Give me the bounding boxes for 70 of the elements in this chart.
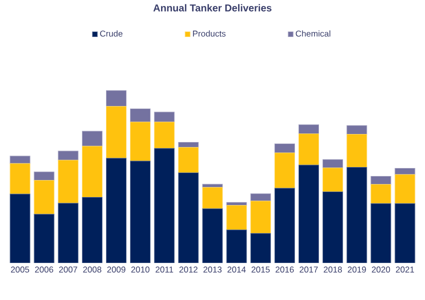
bar: [130, 160, 151, 263]
x-tick-label: 2016: [276, 266, 294, 273]
bar: [82, 146, 102, 198]
bar: [34, 180, 54, 214]
bar: [154, 112, 175, 122]
bar: [322, 191, 344, 263]
bar: [178, 172, 199, 263]
bar: [202, 187, 223, 209]
x-tick-label: 2011: [156, 266, 174, 273]
x-tick-label: 2013: [203, 266, 222, 273]
bar: [58, 202, 78, 263]
bar: [298, 124, 319, 134]
bar: [10, 163, 30, 194]
bar: [82, 130, 102, 146]
bar: [322, 159, 344, 168]
bar: [346, 166, 368, 263]
bar: [10, 156, 30, 164]
bar: [106, 90, 127, 107]
x-tick-label: 2021: [396, 266, 414, 273]
legend-label: Products: [193, 30, 226, 37]
legend-label: Chemical: [296, 30, 330, 37]
x-tick-label: 2008: [83, 266, 102, 273]
bar: [34, 172, 54, 181]
bar: [250, 200, 271, 234]
bar: [130, 108, 151, 122]
bar: [226, 202, 247, 206]
bar: [346, 134, 368, 168]
chart-title: Annual Tanker Deliveries: [153, 4, 272, 12]
bar: [178, 147, 199, 174]
bar: [82, 197, 102, 263]
bar: [154, 122, 175, 149]
bar: [130, 122, 151, 162]
bar: [250, 233, 271, 263]
x-tick-label: 2007: [59, 266, 78, 273]
x-tick-label: 2017: [300, 266, 318, 273]
bar: [370, 184, 392, 204]
bar: [58, 160, 78, 204]
bar: [274, 144, 295, 154]
x-tick-label: 2005: [11, 266, 30, 273]
legend-label: Crude: [100, 30, 122, 37]
bar: [298, 134, 319, 166]
x-tick-label: 2014: [228, 266, 246, 273]
bar: [322, 168, 344, 192]
bar: [394, 168, 416, 175]
bar: [202, 208, 223, 263]
x-tick-label: 2020: [372, 266, 390, 273]
bar: [394, 174, 416, 204]
bar: [298, 164, 319, 263]
bar: [346, 125, 368, 135]
bar: [370, 176, 392, 185]
bar: [58, 150, 78, 160]
bar: [154, 148, 175, 263]
x-tick-label: 2018: [324, 266, 342, 273]
bar: [226, 205, 247, 230]
bar: [394, 203, 416, 263]
bar: [274, 152, 295, 188]
x-tick-label: 2019: [348, 266, 366, 273]
bar: [370, 203, 392, 263]
x-tick-label: 2006: [35, 266, 54, 273]
x-tick-label: 2015: [252, 266, 270, 273]
x-tick-label: 2012: [179, 266, 198, 273]
bar: [226, 230, 247, 263]
bar: [274, 188, 295, 263]
bar: [178, 142, 199, 148]
x-tick-label: 2009: [107, 266, 126, 273]
bar: [106, 158, 127, 263]
bar: [10, 194, 30, 263]
x-tick-label: 2010: [131, 266, 150, 273]
bar: [34, 214, 54, 263]
bar: [106, 106, 127, 158]
